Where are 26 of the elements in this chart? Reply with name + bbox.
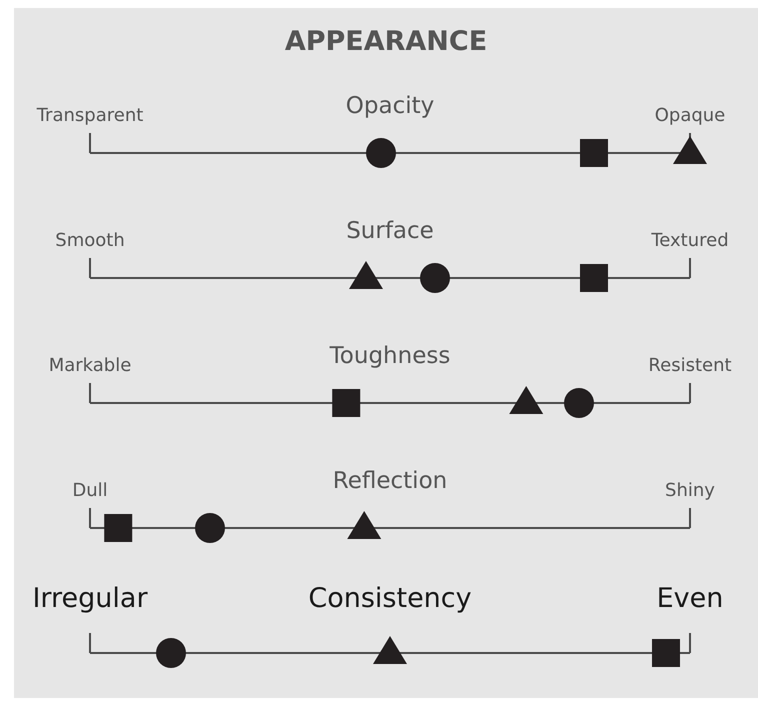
y-tick-label: Reflection bbox=[332, 468, 448, 494]
annotation: Dull bbox=[72, 480, 108, 501]
point bbox=[580, 264, 608, 292]
chart-title: APPEARANCE bbox=[284, 26, 488, 57]
annotation: Markable bbox=[48, 355, 132, 376]
y-tick-label: Toughness bbox=[330, 343, 450, 369]
y-tick-label: Consistency bbox=[308, 583, 472, 614]
point bbox=[104, 514, 132, 542]
point bbox=[332, 389, 360, 417]
point bbox=[564, 388, 594, 418]
point bbox=[366, 138, 396, 168]
point bbox=[580, 139, 608, 167]
annotation: Even bbox=[656, 583, 724, 614]
point bbox=[156, 638, 186, 668]
annotation: Smooth bbox=[55, 230, 125, 251]
annotation: Resistent bbox=[648, 355, 732, 376]
annotation: Transparent bbox=[36, 105, 144, 126]
annotation: Shiny bbox=[665, 480, 715, 501]
annotation: Textured bbox=[651, 230, 729, 251]
annotation: Opaque bbox=[654, 105, 726, 126]
point bbox=[652, 639, 680, 667]
y-tick-label: Opacity bbox=[346, 93, 434, 119]
annotation: Irregular bbox=[32, 583, 148, 614]
y-tick-label: Surface bbox=[346, 218, 434, 244]
point bbox=[195, 513, 225, 543]
point bbox=[420, 263, 450, 293]
